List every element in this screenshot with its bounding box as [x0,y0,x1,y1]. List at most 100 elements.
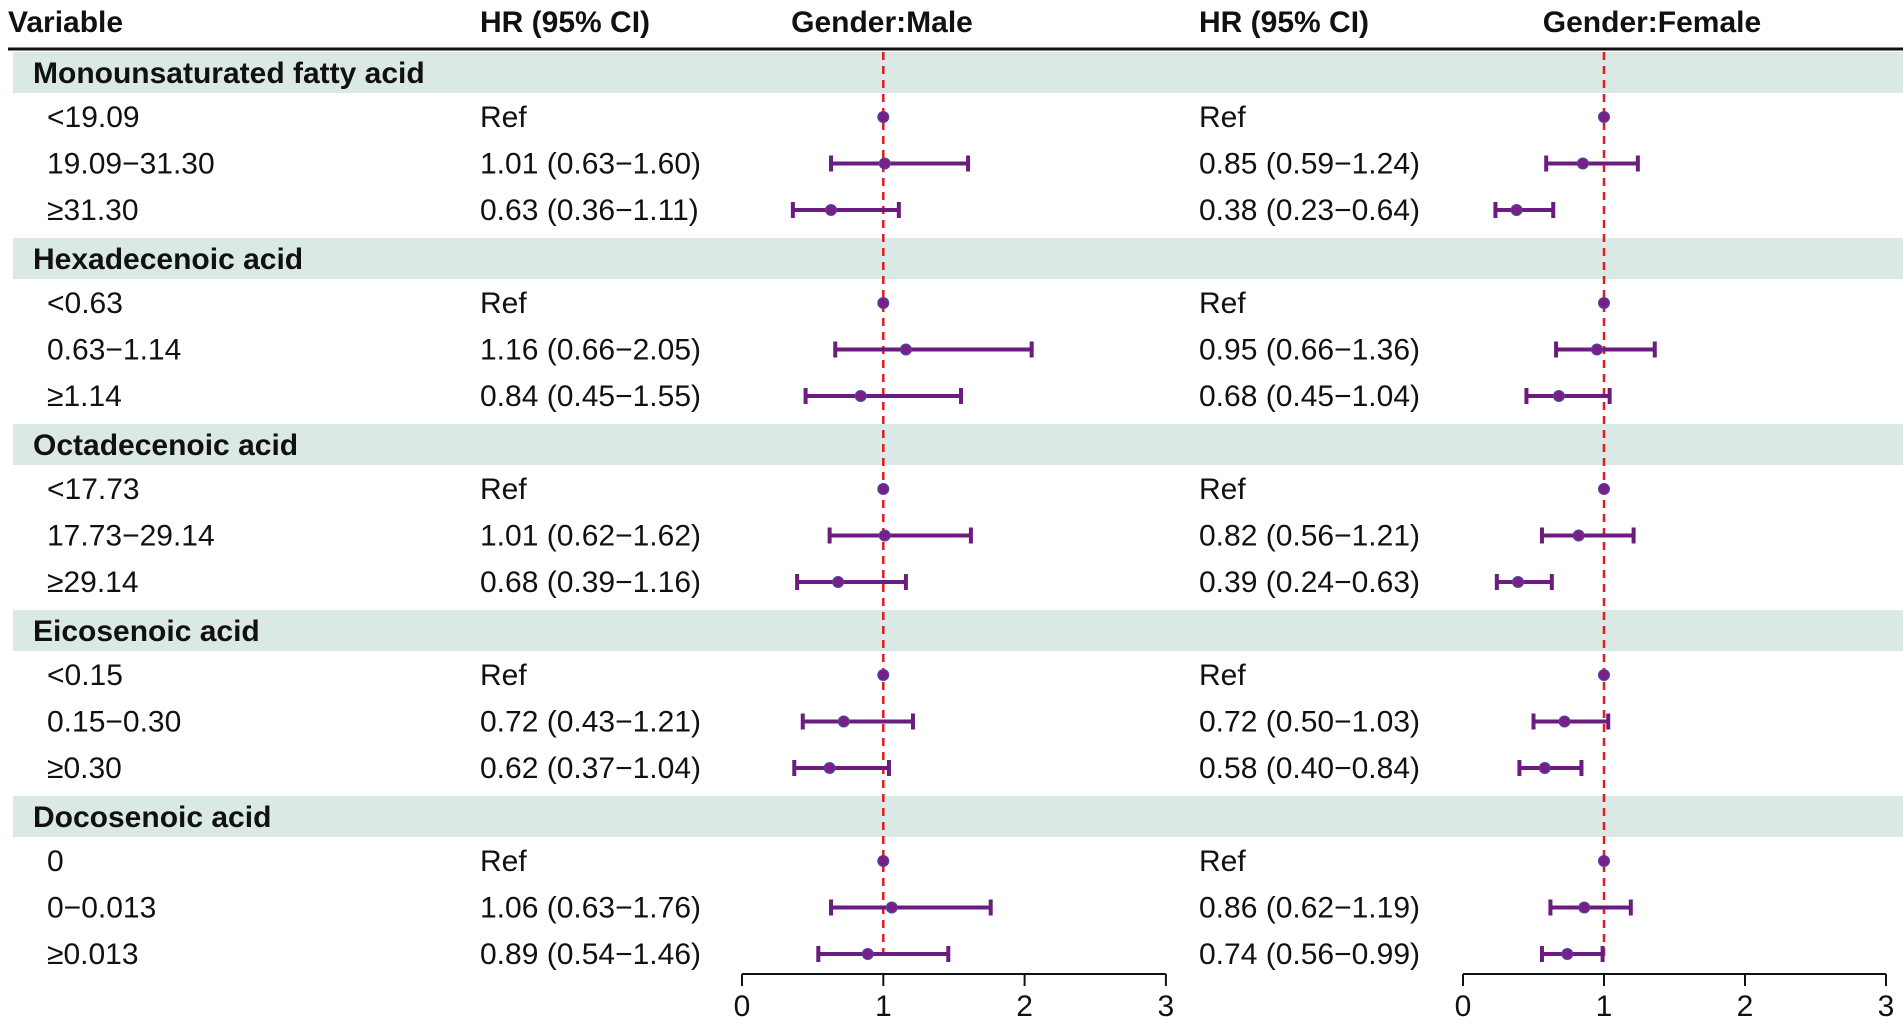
hr-point-female [1598,855,1610,867]
group-band [13,52,1903,93]
row-level-label: <17.73 [47,473,140,506]
x-tick-label-female: 3 [1878,990,1895,1023]
hr-label-male: 1.06 (0.63−1.76) [480,892,701,925]
row-level-label: ≥31.30 [47,194,139,227]
group-label: Docosenoic acid [33,801,271,834]
hr-point-male [878,529,891,542]
hr-point-male [877,483,890,495]
hr-label-male: Ref [480,845,527,878]
hr-label-female: 0.74 (0.56−0.99) [1199,938,1420,971]
hr-point-female [1552,390,1565,402]
hr-label-male: Ref [480,659,527,692]
x-tick-label-female: 0 [1455,990,1472,1023]
row-level-label: 17.73−29.14 [47,520,215,553]
hr-label-female: Ref [1199,101,1246,134]
hr-point-male [823,762,836,774]
group-label: Octadecenoic acid [33,429,298,462]
x-tick-label-female: 2 [1737,990,1754,1023]
header-row: Variable HR (95% CI) Gender:Male HR (95%… [8,6,1761,39]
group-label: Hexadecenoic acid [33,243,303,276]
hr-label-male: Ref [480,473,527,506]
header-hr-female: HR (95% CI) [1199,6,1369,39]
hr-point-male [854,390,867,402]
row-level-label: ≥1.14 [47,380,122,413]
hr-point-female [1538,762,1551,774]
hr-point-male [877,669,890,681]
hr-label-male: 1.16 (0.66−2.05) [480,334,701,367]
hr-label-female: 0.38 (0.23−0.64) [1199,194,1420,227]
header-panel-female: Gender:Female [1543,6,1761,39]
hr-point-female [1578,901,1591,914]
reference-lines [882,52,1606,960]
hr-point-male [877,111,890,123]
row-level-label: ≥0.30 [47,752,122,785]
hr-point-female [1598,483,1610,495]
hr-point-female [1510,204,1523,216]
hr-point-female [1572,529,1585,542]
hr-label-male: Ref [480,101,527,134]
group-band [13,238,1903,279]
hr-label-female: 0.95 (0.66−1.36) [1199,334,1420,367]
hr-point-male [832,576,845,588]
hr-label-male: 0.68 (0.39−1.16) [480,566,701,599]
hr-point-male [885,901,898,914]
hr-point-female [1598,111,1610,123]
hr-label-female: Ref [1199,473,1246,506]
hr-label-female: Ref [1199,287,1246,320]
hr-point-female [1511,576,1524,588]
hr-label-male: 0.72 (0.43−1.21) [480,706,701,739]
hr-label-male: 0.63 (0.36−1.11) [480,194,699,227]
hr-label-male: 1.01 (0.62−1.62) [480,520,701,553]
x-tick-label-female: 1 [1596,990,1613,1023]
estimate-marks [790,111,1657,962]
table-rows: Monounsaturated fatty acid <19.09 Ref Ref 19… [33,57,1420,971]
hr-point-female [1558,715,1571,728]
x-axes: 0 1 2 3 0 1 2 3 [734,973,1895,1023]
hr-point-female [1598,669,1610,681]
row-level-label: <19.09 [47,101,140,134]
group-band [13,610,1903,651]
hr-label-female: Ref [1199,845,1246,878]
group-bands [13,52,1903,837]
header-variable: Variable [8,6,123,39]
hr-label-male: 0.62 (0.37−1.04) [480,752,701,785]
hr-label-female: 0.82 (0.56−1.21) [1199,520,1420,553]
row-level-label: ≥0.013 [47,938,139,971]
group-band [13,424,1903,465]
x-tick-label-male: 2 [1016,990,1033,1023]
hr-point-female [1598,297,1610,309]
hr-point-female [1576,157,1589,170]
hr-point-female [1561,948,1574,960]
hr-label-female: 0.85 (0.59−1.24) [1199,148,1420,181]
header-hr-male: HR (95% CI) [480,6,650,39]
group-band [13,796,1903,837]
hr-point-male [877,297,890,309]
row-level-label: 19.09−31.30 [47,148,215,181]
group-label: Monounsaturated fatty acid [33,57,425,90]
hr-label-female: 0.68 (0.45−1.04) [1199,380,1420,413]
hr-point-male [861,948,874,960]
hr-label-female: 0.72 (0.50−1.03) [1199,706,1420,739]
hr-label-female: 0.86 (0.62−1.19) [1199,892,1420,925]
row-level-label: <0.15 [47,659,123,692]
hr-label-female: 0.39 (0.24−0.63) [1199,566,1420,599]
group-label: Eicosenoic acid [33,615,260,648]
hr-label-male: 1.01 (0.63−1.60) [480,148,701,181]
x-tick-label-male: 3 [1158,990,1175,1023]
hr-label-male: 0.89 (0.54−1.46) [480,938,701,971]
row-level-label: 0.63−1.14 [47,334,181,367]
row-level-label: ≥29.14 [47,566,139,599]
hr-point-male [837,715,850,728]
hr-point-male [877,855,890,867]
hr-label-female: 0.58 (0.40−0.84) [1199,752,1420,785]
hr-point-female [1590,343,1603,356]
row-level-label: <0.63 [47,287,123,320]
row-level-label: 0.15−0.30 [47,706,181,739]
header-panel-male: Gender:Male [791,6,973,39]
hr-point-male [899,343,912,356]
hr-label-female: Ref [1199,659,1246,692]
x-tick-label-male: 1 [875,990,892,1023]
hr-point-male [878,157,891,170]
